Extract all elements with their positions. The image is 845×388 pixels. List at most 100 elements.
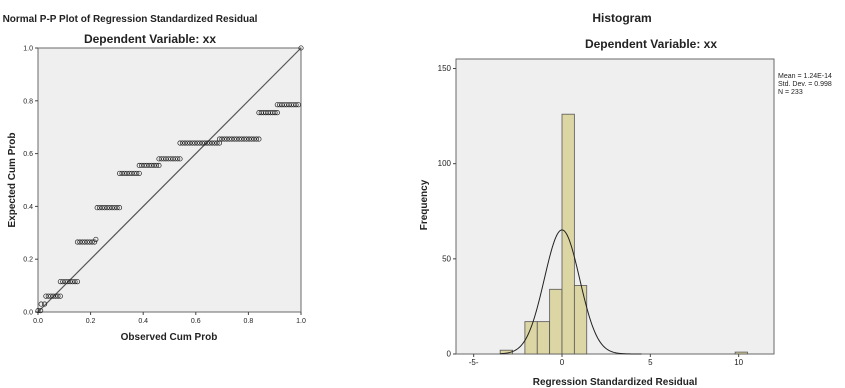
pp-point	[121, 170, 128, 176]
hist-x-tick-label: 10	[734, 358, 743, 367]
pp-point	[295, 102, 301, 108]
pp-point	[114, 205, 120, 211]
pp-point	[253, 136, 260, 142]
pp-chart-title: Normal P-P Plot of Regression Standardiz…	[3, 14, 258, 25]
pp-y-axis-label: Expected Cum Prob	[7, 132, 18, 227]
hist-x-tick-label: -5-	[469, 358, 479, 367]
hist-chart-subtitle: Dependent Variable: xx	[585, 37, 717, 51]
pp-point	[229, 136, 235, 142]
hist-bar	[536, 321, 551, 355]
pp-point	[107, 205, 113, 211]
pp-point	[214, 140, 220, 146]
pp-point	[179, 140, 186, 146]
pp-point	[65, 279, 71, 285]
pp-point	[91, 239, 98, 245]
pp-y-tick-label: 1.0	[23, 46, 33, 53]
hist-stats-box: Mean = 1.24E-14 Std. Dev. = 0.998 N = 23…	[778, 73, 832, 96]
pp-point	[184, 140, 190, 146]
hist-x-tick-label: 5	[648, 358, 653, 367]
pp-y-tick-label: 0.0	[23, 310, 33, 317]
pp-point	[57, 293, 63, 299]
pp-point	[139, 162, 145, 169]
pp-point	[72, 279, 78, 285]
pp-point	[102, 205, 108, 211]
pp-point	[126, 170, 132, 176]
pp-point	[197, 140, 203, 146]
pp-point	[124, 170, 130, 176]
pp-point	[226, 136, 232, 142]
pp-point	[248, 136, 255, 142]
pp-point	[48, 293, 54, 299]
pp-y-tick-label: 0.2	[23, 257, 33, 264]
pp-point	[109, 205, 115, 211]
pp-point	[134, 170, 140, 176]
pp-point	[204, 140, 210, 146]
pp-point	[79, 239, 85, 245]
hist-stat-sd: Std. Dev. = 0.998	[778, 81, 832, 88]
pp-point	[74, 239, 81, 245]
hist-stat-mean: Mean = 1.24E-14	[778, 73, 832, 80]
pp-point	[84, 239, 90, 245]
pp-point	[136, 170, 142, 176]
pp-point	[231, 136, 237, 142]
pp-chart-subtitle: Dependent Variable: xx	[84, 32, 216, 46]
pp-point	[43, 293, 49, 299]
hist-x-axis-label: Regression Standardized Residual	[533, 377, 698, 388]
pp-point	[60, 279, 66, 285]
pp-point	[112, 205, 118, 211]
pp-point	[187, 140, 193, 146]
pp-point	[256, 136, 262, 142]
pp-point	[298, 45, 304, 51]
pp-point	[55, 293, 61, 299]
pp-point	[272, 110, 278, 116]
hist-x-axis: -5- 0 5 10	[469, 354, 744, 367]
pp-point	[202, 140, 208, 146]
pp-x-tick-label: 0.0	[33, 318, 43, 325]
pp-point	[274, 110, 280, 116]
pp-point	[219, 136, 225, 142]
hist-y-tick-label: 150	[438, 64, 452, 73]
pp-point	[216, 136, 223, 142]
pp-point	[116, 170, 123, 176]
pp-point	[194, 140, 200, 146]
pp-point	[93, 236, 99, 242]
pp-point	[70, 279, 76, 285]
pp-points	[35, 45, 304, 314]
pp-point	[136, 162, 142, 169]
pp-point	[42, 301, 48, 307]
pp-point	[175, 156, 181, 162]
pp-point	[221, 136, 227, 142]
hist-y-tick-label: 0	[447, 350, 452, 359]
pp-point	[177, 156, 183, 162]
normal-curve	[500, 229, 642, 355]
pp-x-axis: 0.0 0.2 0.4 0.6 0.8 1.0	[33, 312, 306, 325]
pp-point	[38, 308, 44, 314]
pp-point	[104, 205, 110, 211]
pp-point	[119, 170, 125, 176]
hist-y-tick-label: 50	[442, 254, 451, 263]
pp-point	[192, 140, 198, 146]
hist-bar	[549, 288, 563, 355]
pp-point	[131, 170, 137, 176]
pp-reference-line	[37, 47, 302, 313]
pp-point	[156, 162, 162, 169]
pp-point	[94, 205, 100, 211]
pp-point	[62, 279, 68, 285]
pp-point	[234, 136, 240, 142]
pp-point	[97, 205, 103, 211]
pp-point	[89, 239, 95, 245]
pp-point	[67, 279, 73, 285]
pp-point	[74, 279, 81, 285]
pp-point	[82, 239, 88, 245]
pp-point	[129, 170, 135, 176]
pp-point	[153, 162, 160, 169]
pp-point	[35, 308, 41, 314]
pp-point	[207, 140, 213, 146]
pp-y-tick-label: 0.6	[23, 151, 33, 158]
pp-point	[50, 293, 56, 299]
pp-y-tick-label: 0.4	[23, 204, 33, 211]
pp-point	[151, 162, 157, 169]
pp-point	[246, 136, 252, 142]
hist-stat-n: N = 233	[778, 89, 803, 96]
